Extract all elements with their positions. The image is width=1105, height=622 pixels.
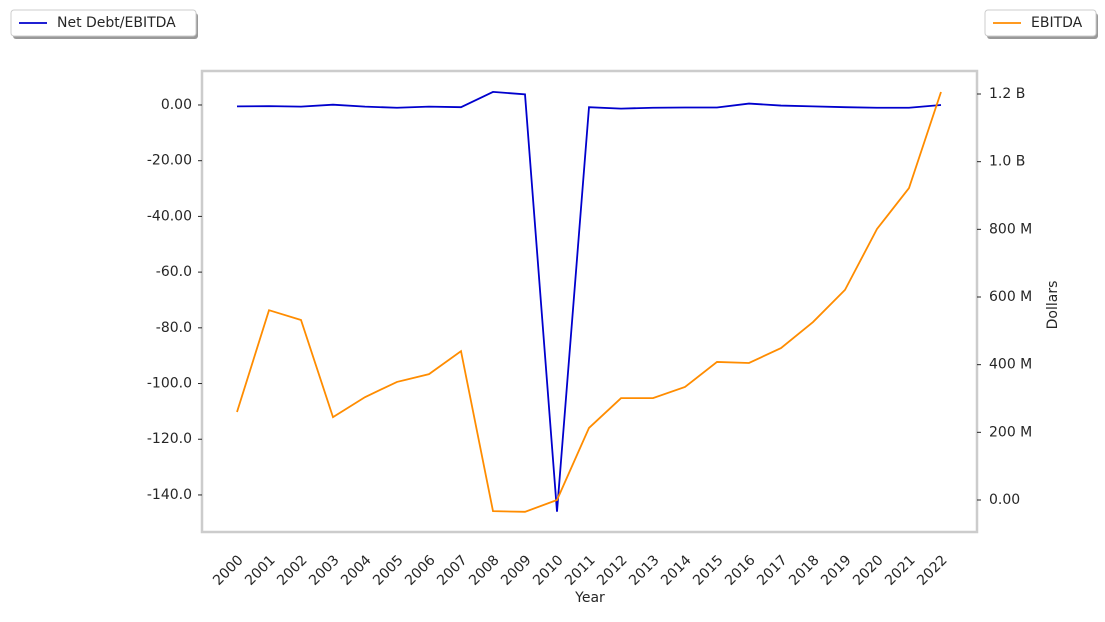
x-tick-label: 2017: [754, 552, 791, 589]
y-tick-label: -100.0: [147, 376, 192, 392]
y2-tick-label: 1.2 B: [989, 86, 1025, 102]
x-tick-label: 2009: [498, 552, 535, 589]
x-tick-label: 2003: [306, 552, 343, 589]
x-tick-label: 2007: [434, 552, 471, 589]
x-tick-label: 2019: [818, 552, 855, 589]
y-tick-label: -20.00: [147, 153, 192, 169]
x-tick-label: 2016: [722, 552, 759, 589]
y-tick-label: -140.0: [147, 487, 192, 503]
x-tick-label: 2018: [786, 552, 823, 589]
series-line: [236, 91, 942, 513]
x-tick-label: 2006: [402, 552, 439, 589]
y2-tick-label: 200 M: [989, 424, 1032, 440]
y-tick-label: -40.00: [147, 208, 192, 224]
x-tick-label: 2013: [626, 552, 663, 589]
legend: Net Debt/EBITDA: [10, 9, 198, 39]
legend-box: [10, 9, 197, 37]
y2-tick-label: 0.00: [989, 492, 1020, 508]
x-tick-label: 2021: [882, 552, 919, 589]
x-tick-label: 2004: [338, 552, 375, 589]
x-tick-label: 2010: [530, 552, 567, 589]
series-line: [236, 90, 942, 512]
x-tick-label: 2020: [850, 552, 887, 589]
y2-tick-label: 1.0 B: [989, 154, 1025, 170]
y2-axis-label: Dollars: [1045, 281, 1061, 330]
x-tick-label: 2012: [594, 552, 631, 589]
y-tick-label: -120.0: [147, 431, 192, 447]
x-tick-label: 2000: [210, 552, 247, 589]
x-tick-label: 2002: [274, 552, 311, 589]
y-tick-label: -80.0: [156, 320, 192, 336]
legend: EBITDA: [984, 9, 1098, 39]
x-tick-label: 2001: [242, 552, 279, 589]
plot-frame: [200, 69, 979, 534]
x-tick-label: 2022: [914, 552, 951, 589]
x-axis-label: Year: [574, 590, 605, 606]
y2-tick-label: 800 M: [989, 221, 1032, 237]
y-tick-label: 0.00: [161, 97, 192, 113]
y-tick-label: -60.0: [156, 264, 192, 280]
legend-box: [984, 9, 1097, 37]
legend-label: EBITDA: [1031, 15, 1083, 31]
x-tick-label: 2014: [658, 552, 695, 589]
x-tick-label: 2008: [466, 552, 503, 589]
x-tick-label: 2005: [370, 552, 407, 589]
legend-label: Net Debt/EBITDA: [57, 15, 176, 31]
x-tick-label: 2011: [562, 552, 599, 589]
y2-tick-label: 400 M: [989, 357, 1032, 373]
y2-tick-label: 600 M: [989, 289, 1032, 305]
x-tick-label: 2015: [690, 552, 727, 589]
